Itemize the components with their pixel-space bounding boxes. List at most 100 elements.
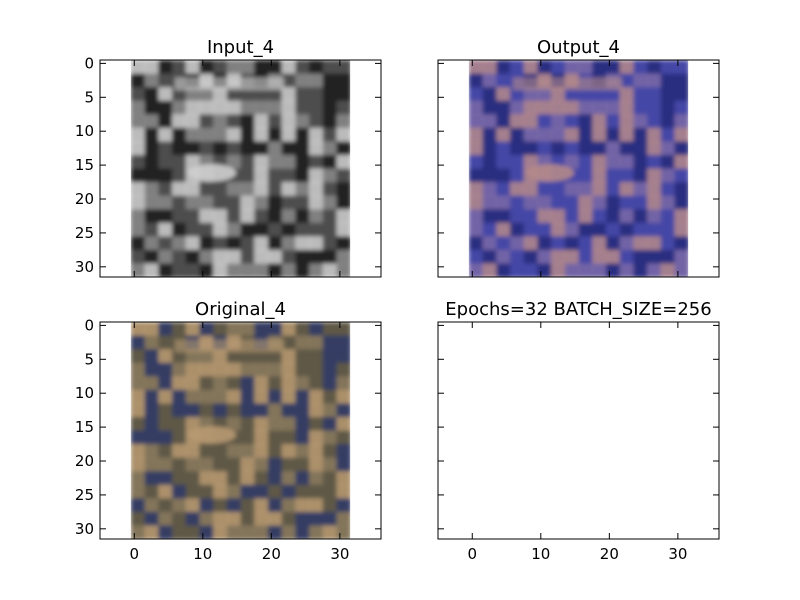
image-pixel — [619, 141, 635, 156]
image-pixel — [496, 195, 511, 211]
image-pixel — [674, 249, 689, 265]
image-pixel — [240, 457, 256, 473]
image-pixel — [130, 168, 146, 184]
image-pixel — [336, 362, 351, 378]
image-pixel — [336, 471, 351, 486]
image-pixel — [468, 263, 484, 277]
image-pixel — [647, 236, 662, 251]
image-pixel — [254, 525, 269, 539]
image-pixel — [267, 498, 283, 513]
image-pixel — [295, 430, 311, 446]
image-pixel — [619, 73, 635, 89]
image-pixel — [171, 236, 187, 251]
image-pixel — [336, 127, 351, 143]
image-pixel — [633, 195, 649, 211]
image-pixel — [605, 263, 621, 277]
image-pixel — [213, 182, 228, 197]
image-pixel — [647, 100, 662, 116]
image-pixel — [523, 182, 539, 197]
image-pixel — [322, 195, 338, 211]
image-pixel — [144, 249, 160, 265]
image-pixel — [322, 236, 338, 251]
image-pixel — [130, 457, 146, 473]
image-pixel — [496, 182, 511, 197]
image-pixel — [144, 322, 160, 337]
image-pixel — [633, 209, 649, 224]
image-pixel — [619, 236, 635, 251]
image-pixel — [564, 195, 580, 211]
image-pixel — [281, 389, 297, 405]
image-pixel — [185, 182, 201, 197]
subplot-empty: 0 10 20 30 Epochs=32 BATCH_SIZE=256 — [437, 299, 720, 563]
image-pixel — [322, 349, 338, 364]
image-pixel — [213, 376, 228, 391]
image-pixel — [309, 141, 324, 156]
image-pixel — [647, 60, 662, 75]
image-pixel — [551, 249, 566, 265]
image-pixel — [171, 114, 187, 129]
image-pixel — [496, 263, 511, 277]
image-pixel — [171, 209, 187, 224]
axes-frame — [437, 321, 720, 540]
image-pixel — [213, 263, 228, 277]
image-pixel — [171, 154, 187, 170]
image-pixel — [158, 249, 173, 265]
image-pixel — [633, 222, 649, 238]
image-pixel — [482, 209, 498, 224]
image-pixel — [592, 249, 607, 265]
x-tick-label: 10 — [193, 545, 212, 563]
image-pixel — [281, 335, 297, 351]
image-pixel — [158, 416, 173, 432]
y-tick-label: 5 — [84, 350, 94, 368]
image-pixel — [322, 73, 338, 89]
image-pixel — [240, 195, 256, 211]
image-pixel — [322, 209, 338, 224]
image-pixel — [660, 195, 676, 211]
image-pixel — [281, 511, 297, 527]
image-pixel — [199, 511, 215, 527]
image-pixel — [240, 416, 256, 432]
image-pixel — [295, 349, 311, 364]
image-pixel — [523, 60, 539, 75]
image-pixel — [482, 263, 498, 277]
image-pixel — [240, 114, 256, 129]
image-pixel — [281, 209, 297, 224]
image-pixel — [171, 511, 187, 527]
image-pixel — [240, 100, 256, 116]
image-pixel — [267, 60, 283, 75]
image-pixel — [281, 376, 297, 391]
image-pixel — [619, 222, 635, 238]
axes-frame — [437, 59, 720, 278]
image-pixel — [309, 498, 324, 513]
image-pixel — [240, 222, 256, 238]
image-pixel — [295, 114, 311, 129]
image-pixel — [605, 114, 621, 129]
image-pixel — [336, 209, 351, 224]
image-pixel — [660, 154, 676, 170]
image-pixel — [619, 249, 635, 265]
image-pixel — [226, 87, 242, 102]
image-pixel — [226, 457, 242, 473]
image-pixel — [281, 100, 297, 116]
image-pixel — [185, 322, 201, 337]
image-pixel — [281, 154, 297, 170]
image-pixel — [254, 263, 269, 277]
y-tick-label: 0 — [84, 316, 94, 334]
image-pixel — [144, 195, 160, 211]
image-pixel — [185, 511, 201, 527]
image-pixel — [336, 498, 351, 513]
image-pixel — [171, 168, 187, 184]
image-pixel — [578, 182, 594, 197]
image-pixel — [130, 362, 146, 378]
image-pixel — [482, 127, 498, 143]
image-pixel — [564, 114, 580, 129]
image-pixel — [267, 403, 283, 418]
image-pixel — [660, 168, 676, 184]
image-pixel — [309, 389, 324, 405]
image-pixel — [213, 444, 228, 459]
image-pixel — [158, 525, 173, 539]
image-pixel — [240, 209, 256, 224]
image-pixel — [468, 222, 484, 238]
image-pixel — [619, 100, 635, 116]
image-pixel — [336, 444, 351, 459]
